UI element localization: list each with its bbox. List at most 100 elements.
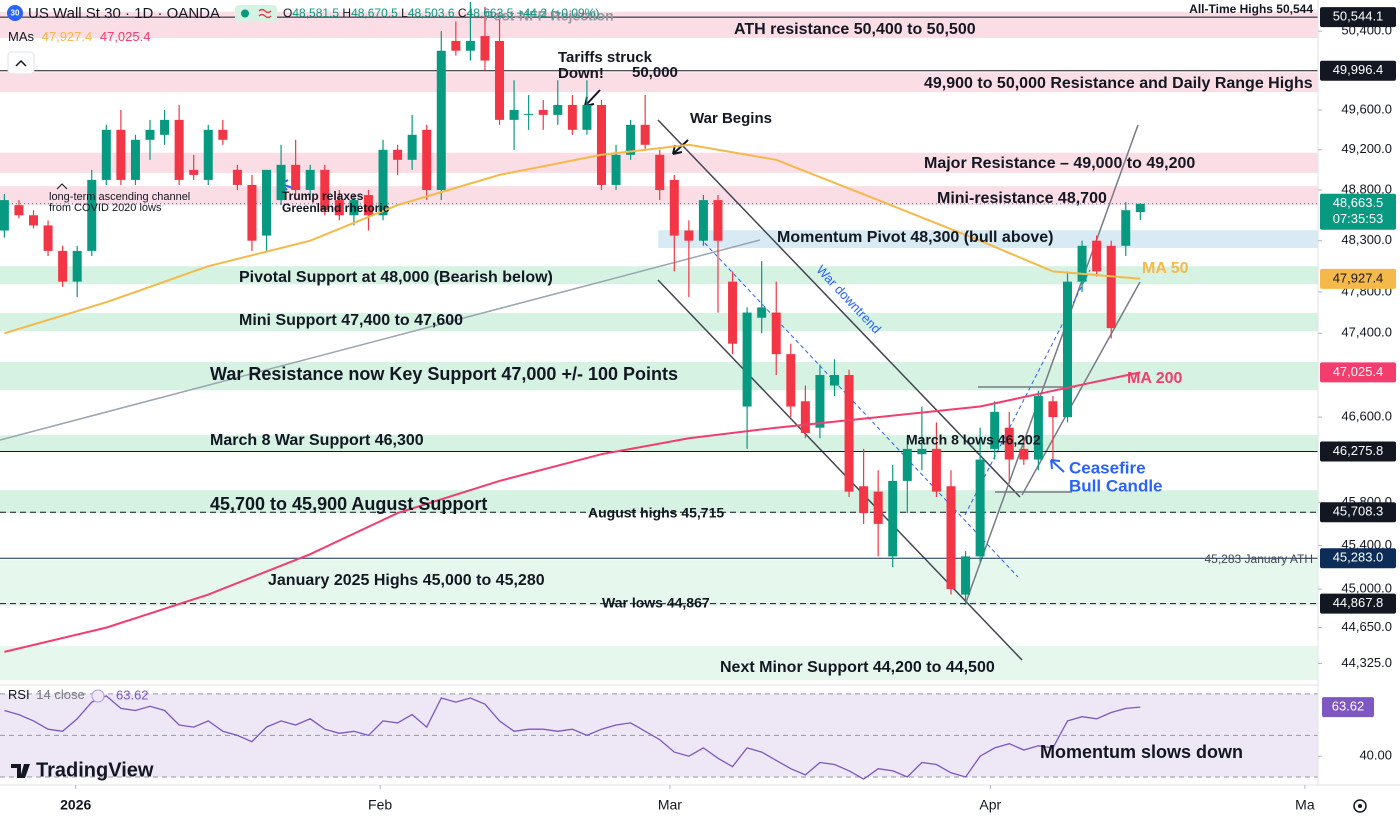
ohlc-key: C [458, 6, 467, 20]
annotation: Pivotal Support at 48,000 (Bearish below… [239, 269, 553, 286]
annotation: from COVID 2020 lows [49, 202, 162, 214]
candle-body [902, 448, 912, 481]
zone [0, 11, 1318, 39]
annotation: 49,900 to 50,000 Resistance and Daily Ra… [924, 75, 1313, 92]
ohlc-key: H [342, 6, 351, 20]
price-axis: 50,400.049,600.049,200.048,800.048,300.0… [1317, 0, 1400, 823]
symbol-title[interactable]: US Wall St 30 · 1D · OANDA [28, 5, 220, 22]
axis-background [1318, 0, 1400, 823]
candle-body [975, 459, 985, 557]
rsi-icon [91, 689, 105, 703]
moving-average-line [4, 371, 1141, 653]
candle-body [888, 480, 898, 557]
candle-body [465, 40, 475, 51]
series-label: MA 200 [1127, 370, 1183, 387]
ascending-channel [0, 239, 761, 441]
candle-body [101, 129, 111, 180]
ohlc-key: L [401, 6, 408, 20]
annotation: Post-NFP Rejection [484, 8, 614, 24]
candle-body [320, 169, 330, 211]
annotation: long-term ascending channel [49, 191, 190, 203]
annotation: Mini Support 47,400 to 47,600 [239, 312, 463, 329]
x-tick-label: 2026 [60, 797, 91, 813]
ma-legend-value: 47,927.4 [42, 29, 93, 44]
annotation: August highs 45,715 [588, 505, 724, 521]
rsi-line [4, 695, 1141, 780]
candle-body [393, 149, 403, 160]
candle-body [130, 139, 140, 180]
ohlc-change: +44.2 (+0.09%) [517, 6, 600, 20]
symbol-badge [7, 5, 23, 21]
zone [0, 312, 1318, 332]
annotation: War lows 44,867 [602, 595, 710, 611]
candle-body [218, 129, 228, 140]
y-tick-label: 45,000.0 [1341, 581, 1392, 596]
candle-body [72, 250, 82, 282]
annotation: March 8 War Support 46,300 [210, 432, 424, 449]
annotation: Mini-resistance 48,700 [937, 190, 1107, 207]
candle-body [363, 195, 373, 216]
candle-body [334, 200, 344, 216]
annotation: Down! [558, 65, 604, 82]
candle-body [873, 491, 883, 524]
collapse-icon[interactable] [15, 59, 27, 67]
candle-body [596, 104, 606, 185]
candle-body [859, 486, 869, 514]
candle-body [553, 104, 563, 115]
annotation: Greenland rhetoric [282, 201, 390, 215]
candle-body [961, 556, 971, 595]
price-label-text: 45,283.0 [1333, 550, 1384, 565]
annotation: 50,000 [632, 64, 678, 81]
rsi-value-text: 63.62 [1332, 699, 1365, 714]
price-label-text: 48,663.5 [1333, 195, 1384, 210]
candle-body [669, 179, 679, 236]
candle-body [1004, 427, 1014, 460]
toggle-icon[interactable] [241, 9, 249, 18]
y-tick-label: 44,325.0 [1341, 655, 1392, 670]
toggle-icon[interactable] [258, 8, 272, 19]
annotation: War Begins [690, 110, 772, 127]
candle-body [160, 119, 170, 135]
symbol-badge-text: 30 [11, 9, 20, 18]
y-tick-label: 48,300.0 [1341, 232, 1392, 247]
y-tick-label: 47,400.0 [1341, 325, 1392, 340]
y-tick-label: 49,600.0 [1341, 101, 1392, 116]
price-label-text: 45,708.3 [1333, 504, 1384, 519]
zone [0, 266, 1318, 285]
x-tick-label: Feb [368, 797, 392, 813]
collapse-button[interactable] [7, 51, 35, 75]
candle-body [771, 312, 781, 355]
zone [0, 560, 1318, 607]
rsi-value-label [1322, 697, 1374, 718]
zone [658, 230, 1318, 249]
candle-body [436, 50, 446, 190]
candle-body [844, 375, 854, 492]
candle-body [684, 230, 694, 241]
candle-body [1019, 448, 1029, 460]
y-tick-label: 49,200.0 [1341, 141, 1392, 156]
price-label-text: 47,927.4 [1333, 270, 1384, 285]
countdown: 07:35:53 [1333, 211, 1384, 226]
annotation: Tariffs struck [558, 49, 653, 66]
zone [0, 646, 1318, 681]
candle-body [14, 205, 24, 216]
candle-body [931, 448, 941, 492]
annotation: Momentum Pivot 48,300 (bull above) [777, 229, 1054, 246]
settings-icon[interactable] [1358, 804, 1362, 808]
zone [0, 186, 1318, 206]
downtrend-line [657, 279, 1023, 661]
candle-body [1033, 396, 1043, 460]
candle-body [1106, 245, 1116, 329]
dashed-trend [964, 269, 1091, 516]
zone [0, 490, 1318, 514]
candle-body [451, 40, 461, 51]
ma-legend: MAs 47,927.4 47,025.4 [8, 29, 150, 44]
ma-legend-title: MAs [8, 29, 35, 44]
price-label [1320, 7, 1396, 28]
annotation: 45,700 to 45,900 August Support [210, 494, 487, 514]
candle-body [1135, 203, 1145, 213]
settings-icon[interactable] [1353, 799, 1367, 813]
